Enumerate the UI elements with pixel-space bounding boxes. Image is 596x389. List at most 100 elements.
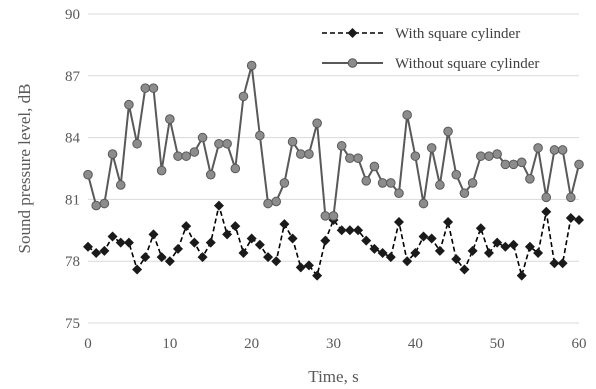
data-point [320,235,331,246]
x-axis-title: Time, s [308,367,358,386]
data-point [205,169,216,180]
data-point [271,196,282,207]
data-point [557,258,568,269]
data-point [467,178,478,188]
data-point [475,223,486,234]
data-point [549,145,560,155]
data-point [516,157,527,168]
data-point [254,239,265,250]
data-point [369,243,380,254]
y-tick-label: 84 [65,131,81,147]
x-tick-label: 0 [84,336,92,352]
y-tick-label: 81 [65,192,80,208]
data-point [230,163,241,174]
data-point [246,233,257,244]
data-point [140,252,151,263]
data-point [410,247,421,258]
data-point [344,225,355,236]
data-point [426,233,437,244]
data-point [132,138,142,149]
data-point [410,151,421,161]
data-point [533,143,543,153]
data-point [402,256,413,267]
data-point [173,151,183,161]
data-point [336,141,347,151]
y-axis-title: Sound pressure level, dB [15,84,34,254]
legend-label-with-cylinder: With square cylinder [395,26,520,42]
data-point [115,180,126,190]
data-point [295,149,306,159]
data-point [279,178,290,188]
data-point [181,151,191,161]
data-point [214,138,224,149]
data-point [418,198,429,209]
data-point [83,169,93,180]
series-with-cylinder [83,200,584,281]
data-point [271,256,282,267]
data-point [197,252,208,263]
data-point [132,264,143,275]
data-point [304,149,314,159]
data-point [263,198,273,209]
data-point [459,188,470,199]
data-point [91,247,102,258]
x-tick-label: 20 [244,336,259,352]
data-point [99,245,110,256]
data-point [467,245,478,256]
legend-label-without-cylinder: Without square cylinder [395,56,539,72]
data-point [492,237,503,248]
data-point [418,231,429,242]
data-point [164,256,175,267]
data-point [189,147,200,157]
data-point [435,180,445,190]
data-point [557,145,568,155]
data-point [230,221,241,232]
data-point [483,247,494,258]
data-point [107,149,118,159]
data-point [353,225,364,236]
x-tick-label: 10 [162,336,177,352]
data-point [312,270,323,281]
data-point [123,237,134,248]
data-point [353,153,363,163]
data-point [263,252,274,263]
x-tick-label: 40 [408,336,423,352]
data-point [566,192,576,203]
data-point [443,217,454,228]
data-point [484,151,494,161]
data-point [213,200,224,211]
data-point [377,178,388,188]
data-point [148,229,159,240]
data-point [140,83,151,93]
data-point [459,264,470,275]
data-point [393,217,404,228]
data-point [238,247,249,258]
data-point [345,153,355,163]
x-tick-label: 60 [572,336,587,352]
legend-marker-diamond-icon [347,28,358,38]
data-point [443,126,453,137]
data-point [222,138,232,149]
data-point [197,132,208,143]
data-point [451,169,462,180]
data-point [385,178,396,188]
legend: With square cylinder Without square cyli… [322,26,539,72]
data-point [336,225,347,236]
data-point [115,237,126,248]
data-point [328,211,339,221]
data-point [361,235,372,246]
data-point [255,130,265,141]
data-point [533,247,544,258]
data-point [99,198,110,209]
data-point [426,143,437,153]
data-point [107,231,118,242]
data-point [173,243,184,254]
data-point [361,176,372,186]
data-point [156,165,167,176]
y-tick-label: 90 [65,7,80,23]
data-point [434,245,445,256]
data-point [246,60,257,71]
data-point [205,237,216,248]
